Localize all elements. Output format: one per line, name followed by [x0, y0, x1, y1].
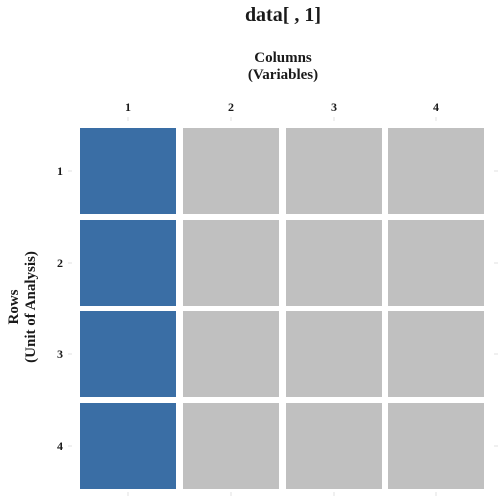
column-axis-title-line1: Columns	[254, 50, 312, 66]
unselected-cell	[388, 403, 484, 489]
unselected-cell	[183, 311, 279, 397]
unselected-cell	[388, 128, 484, 214]
column-label: 3	[331, 100, 337, 114]
column-axis-title-line2: (Variables)	[248, 67, 318, 83]
unselected-cell	[286, 128, 382, 214]
unselected-cell	[183, 128, 279, 214]
selected-cell	[80, 311, 176, 397]
unselected-cell	[286, 311, 382, 397]
diagram-title: data[ , 1]	[245, 4, 321, 26]
unselected-cell	[388, 311, 484, 397]
row-label: 3	[57, 347, 63, 361]
column-label: 4	[433, 100, 439, 114]
row-labels: 1 2 3 4	[57, 164, 63, 453]
selected-cell	[80, 403, 176, 489]
row-label: 1	[57, 164, 63, 178]
axis-ticks	[68, 117, 498, 496]
selected-cell	[80, 128, 176, 214]
row-label: 2	[57, 256, 63, 270]
cell-grid	[80, 128, 484, 489]
row-axis-title-line1: Rows	[6, 289, 22, 324]
column-label: 1	[125, 100, 131, 114]
unselected-cell	[286, 403, 382, 489]
unselected-cell	[183, 220, 279, 306]
column-label: 2	[228, 100, 234, 114]
row-label: 4	[57, 439, 63, 453]
unselected-cell	[388, 220, 484, 306]
unselected-cell	[286, 220, 382, 306]
unselected-cell	[183, 403, 279, 489]
row-axis-title-line2: (Unit of Analysis)	[23, 251, 39, 363]
selected-cell	[80, 220, 176, 306]
column-labels: 1 2 3 4	[125, 100, 439, 114]
